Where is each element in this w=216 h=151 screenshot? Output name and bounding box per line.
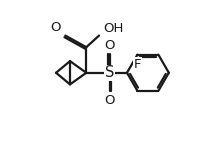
Text: OH: OH <box>103 22 124 35</box>
Text: O: O <box>104 94 115 107</box>
Text: F: F <box>134 58 141 71</box>
Text: O: O <box>104 39 115 52</box>
Text: O: O <box>50 21 61 34</box>
Text: S: S <box>105 65 114 80</box>
